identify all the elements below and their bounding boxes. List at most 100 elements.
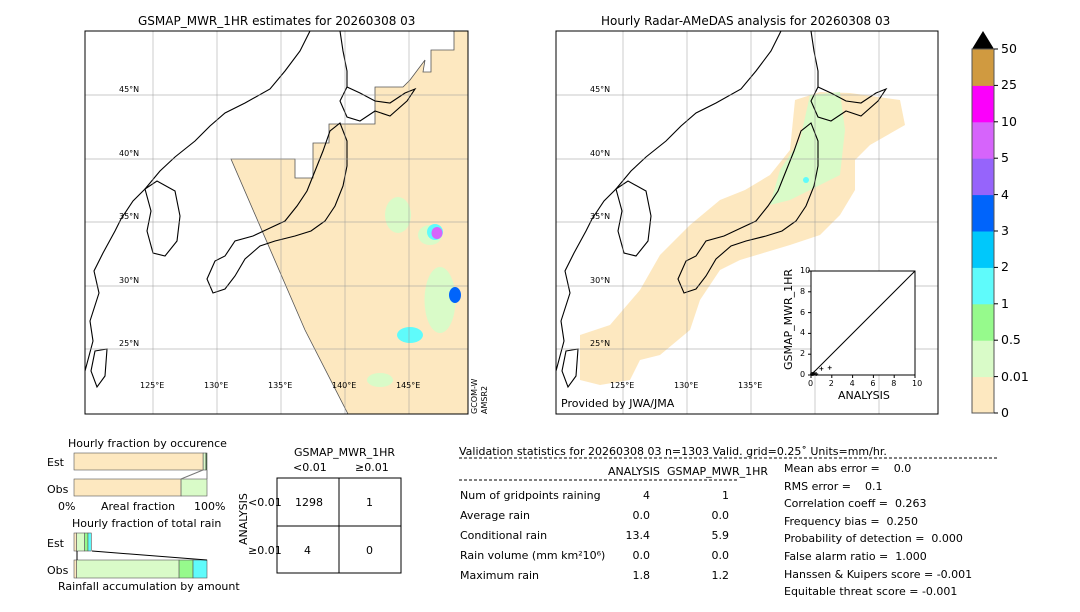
scatter-ytick-label: 10 (800, 266, 811, 275)
rain-connector (76, 550, 208, 561)
stats-row-analysis: 1.8 (632, 569, 651, 582)
colorbar-segment (972, 231, 994, 268)
rain-est-bar-segment (76, 532, 85, 552)
lat-tick-label: 40°N (119, 149, 140, 158)
colorbar-segment (972, 303, 994, 341)
colorbar-segment (972, 49, 994, 86)
stats-row-analysis: 0.0 (632, 549, 651, 562)
coastline-3 (339, 86, 417, 122)
coastline-0 (555, 30, 782, 372)
left-map-title: GSMAP_MWR_1HR estimates for 20260308 03 (138, 14, 416, 28)
scatter-ytick-label: 6 (800, 307, 806, 317)
cell-hit: 0 (366, 544, 373, 557)
stats-row-gsmap: 1 (722, 489, 729, 502)
right-map-frame (555, 30, 939, 415)
rain-xlabel: Rainfall accumulation by amount (58, 580, 240, 593)
coastline-1 (144, 180, 181, 257)
rain-est-bar-segment (84, 532, 89, 552)
lat-tick-label: 30°N (119, 276, 140, 285)
lon-tick-label: 130°E (204, 381, 229, 390)
stats-row-gsmap: 0.0 (711, 549, 730, 562)
occ-tick-100: 100% (194, 500, 226, 513)
colorbar-label: 5 (1001, 150, 1009, 166)
scatter-xlabel: ANALYSIS (838, 389, 890, 402)
score-line: Mean abs error = 0.0 (784, 462, 912, 475)
stats-row-gsmap: 1.2 (711, 569, 730, 582)
occ-est-bar-segment (205, 452, 208, 471)
stats-row-gsmap: 0.0 (711, 509, 730, 522)
scatter-point (814, 371, 819, 376)
lat-tick-label: 25°N (590, 339, 611, 348)
sensor-label-1: GCOM-W (470, 378, 479, 414)
rain-est-bar-segment (73, 532, 77, 552)
scatter-point (819, 366, 824, 371)
colorbar-segment (972, 376, 994, 414)
scatter-point (827, 365, 832, 370)
rain-obs-bar-segment (178, 559, 194, 579)
lon-tick-label: 145°E (396, 381, 421, 390)
colorbar-label: 4 (1001, 186, 1009, 202)
rain-obs-bar-segment (76, 559, 180, 579)
occ-est-bar-segment (73, 452, 204, 471)
colorbar-label: 3 (1001, 223, 1009, 238)
row-label-lt: <0.01 (248, 496, 282, 509)
colorbar-segment (972, 340, 994, 378)
stats-col-analysis: ANALYSIS (608, 465, 660, 478)
stats-row-label: Average rain (460, 509, 530, 522)
colorbar-label: 10 (1001, 113, 1017, 129)
lon-tick-label: 135°E (738, 381, 763, 390)
lat-tick-label: 30°N (590, 276, 611, 285)
left-rain-patch-5 (449, 287, 461, 303)
left-rain-patch-6 (397, 327, 423, 343)
scatter-xtick-label: 0 (808, 379, 814, 388)
occ-est-bar-segment (202, 452, 207, 471)
colorbar-label: 2 (1001, 259, 1009, 275)
lon-tick-label: 125°E (610, 381, 635, 390)
lat-tick-label: 25°N (119, 339, 140, 348)
rain-obs-bar-segment (73, 559, 77, 579)
colorbar-segment (972, 85, 994, 123)
stats-row-analysis: 0.0 (632, 509, 651, 522)
left-rain-patch-7 (367, 373, 393, 387)
right-map-light-rain (770, 92, 845, 205)
sensor-label-2: AMSR2 (480, 385, 489, 414)
rain-obs-label: Obs (47, 564, 69, 577)
lat-tick-label: 45°N (590, 85, 611, 94)
score-line: RMS error = 0.1 (784, 479, 883, 493)
stats-row-label: Maximum rain (460, 569, 539, 582)
credit-label: Provided by JWA/JMA (561, 397, 675, 410)
scatter-xtick-label: 8 (891, 379, 897, 388)
scatter-xtick-label: 4 (849, 379, 855, 388)
rain-obs-bar-segment (192, 559, 208, 579)
cell-hits-none: 1298 (295, 496, 323, 509)
occ-xlabel: Areal fraction (101, 500, 176, 513)
colorbar-label: 0.01 (1001, 368, 1029, 384)
scatter-ytick-label: 0 (800, 370, 806, 379)
scatter-ylabel: GSMAP_MWR_1HR (782, 268, 795, 370)
coastline-0 (84, 30, 311, 372)
score-line: Frequency bias = 0.250 (784, 514, 919, 528)
scatter-point (812, 370, 817, 375)
stats-row-label: Rain volume (mm km²10⁶) (460, 549, 606, 562)
lon-tick-label: 130°E (674, 381, 699, 390)
colorbar-segment (972, 267, 994, 305)
stats-row-gsmap: 5.9 (711, 529, 730, 542)
colorbar-label: 0 (1001, 405, 1009, 420)
stats-row-analysis: 4 (643, 489, 650, 502)
right-map-title: Hourly Radar-AMeDAS analysis for 2026030… (601, 14, 891, 28)
score-line: Equitable threat score = -0.001 (784, 585, 958, 599)
colorbar-extend-arrow (972, 31, 994, 49)
stats-header: Validation statistics for 20260308 03 n=… (459, 445, 887, 458)
lat-tick-label: 35°N (590, 212, 611, 221)
occ-connector (180, 469, 208, 480)
col-label-ge: ≥0.01 (355, 461, 389, 474)
colorbar-label: 50 (1001, 41, 1017, 56)
scatter-xtick-label: 6 (870, 379, 876, 388)
colorbar-segment (972, 158, 994, 196)
occ-obs-bar-segment (73, 478, 182, 497)
coastline-4 (810, 30, 819, 87)
cell-miss: 4 (304, 544, 311, 557)
coastline-2 (206, 122, 348, 294)
colorbar-label: 1 (1001, 295, 1009, 311)
colorbar-segment (972, 121, 994, 159)
